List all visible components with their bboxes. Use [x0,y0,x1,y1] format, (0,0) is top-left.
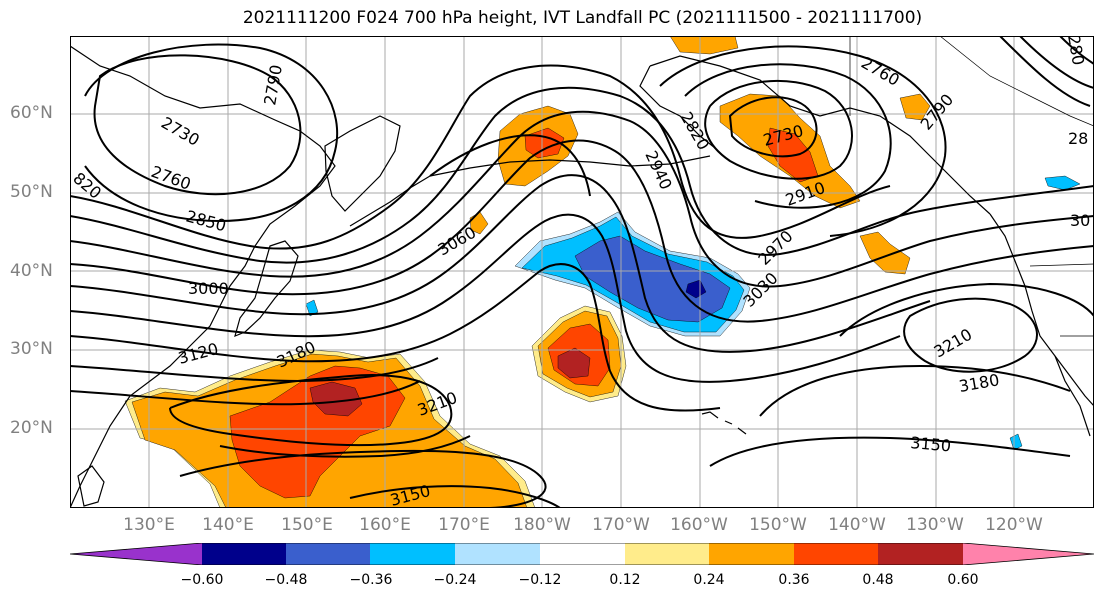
lon-label-180w: 180°W [513,515,571,535]
contour-label-28: 28 [1068,129,1088,148]
colorbar-segment-pos012 [625,543,710,565]
contour-label-30: 30 [1070,211,1090,230]
map-title: 2021111200 F024 700 hPa height, IVT Land… [242,8,923,28]
lon-label-130w: 130°W [906,515,964,535]
colorbar-tick-pos024: 0.24 [693,572,725,588]
ivt-neg-small-3 [1009,433,1023,451]
contour-label-3150-b: 3150 [910,433,952,455]
lon-label-150w: 150°W [749,515,807,535]
lon-label-130e: 130°E [123,515,175,535]
colorbar-tick-neg024: −0.24 [433,572,477,588]
colorbar-tick-neg060: −0.60 [180,572,224,588]
colorbar [70,543,1094,565]
lon-label-170e: 170°E [438,515,490,535]
lon-label-120w: 120°W [985,515,1043,535]
map-border [70,36,1094,508]
ivt-neg-small-2 [1044,175,1081,191]
lon-label-140e: 140°E [202,515,254,535]
colorbar-tick-pos060: 0.60 [947,572,979,588]
lat-label-60n: 60°N [10,103,53,123]
lon-label-170w: 170°W [592,515,650,535]
ivt-region-arctic [669,36,739,55]
colorbar-tick-neg048: −0.48 [264,572,308,588]
lon-label-160w: 160°W [670,515,728,535]
colorbar-segment-neg036 [286,543,371,565]
ivt-neg-small-1 [305,299,319,317]
colorbar-tick-neg012: −0.12 [518,572,562,588]
borders [849,36,1094,337]
lon-label-140w: 140°W [828,515,886,535]
colorbar-tick-pos012: 0.12 [609,572,641,588]
colorbar-tick-pos048: 0.48 [862,572,894,588]
map-panel: 2790 2730 2760 2850 3000 3120 3180 3060 … [70,36,1094,508]
lat-label-30n: 30°N [10,339,53,359]
colorbar-arrow-right [963,543,1094,565]
colorbar-segment-neutral [540,543,626,565]
colorbar-segment-pos036 [794,543,879,565]
lon-label-150e: 150°E [281,515,333,535]
colorbar-segment-pos024 [709,543,795,565]
colorbar-arrow-left [70,543,202,565]
colorbar-tick-pos036: 0.36 [778,572,810,588]
colorbar-tick-neg036: −0.36 [349,572,393,588]
contour-label-3000: 3000 [188,279,229,298]
colorbar-segment-pos048 [878,543,964,565]
height-contours [70,36,1094,508]
lat-label-50n: 50°N [10,182,53,202]
lat-label-20n: 20°N [10,418,53,438]
ivt-neg-region-max [685,279,707,299]
colorbar-segment-neg012 [455,543,541,565]
colorbar-segment-neg048 [202,543,287,565]
colorbar-segment-neg024 [370,543,456,565]
lat-label-40n: 40°N [10,261,53,281]
lon-label-160e: 160°E [359,515,411,535]
ivt-region-central-pacific-max [557,347,591,379]
